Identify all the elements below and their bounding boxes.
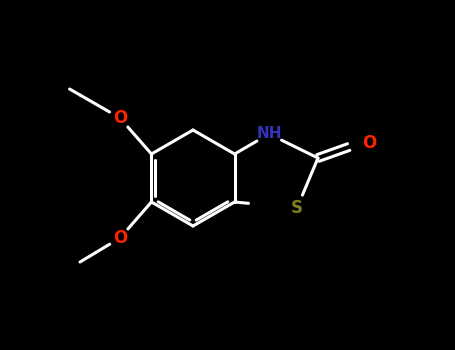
Text: NH: NH xyxy=(256,126,282,141)
Text: S: S xyxy=(291,199,303,217)
Text: O: O xyxy=(362,134,376,152)
Text: O: O xyxy=(113,229,127,247)
Text: O: O xyxy=(113,109,127,127)
